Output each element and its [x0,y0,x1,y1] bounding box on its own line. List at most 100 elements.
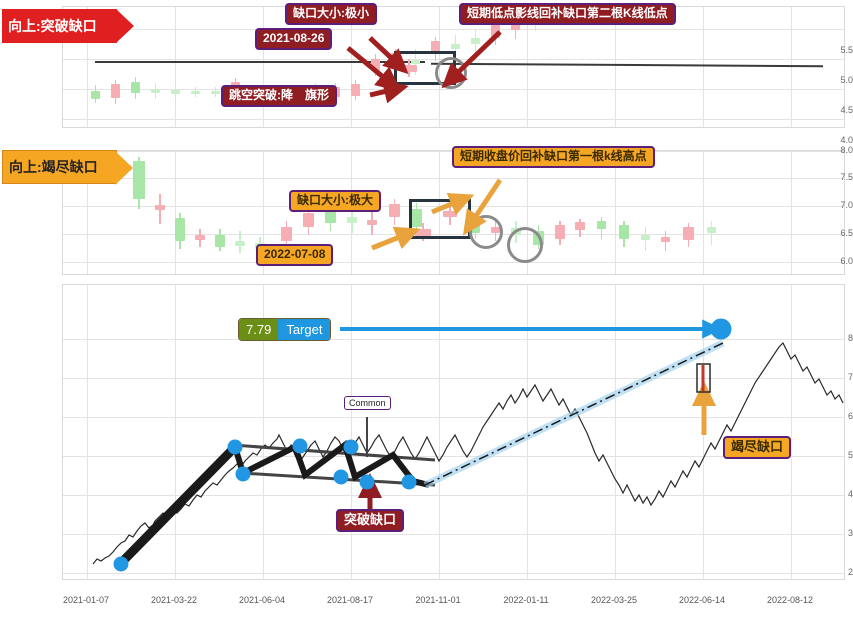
gridline [63,234,844,235]
gridline [87,7,88,127]
candle [195,151,205,276]
gridline [175,285,176,579]
candle [111,7,120,129]
gridline [87,151,88,274]
candle [155,151,165,276]
callout-gap-date: 2021-08-26 [255,28,333,50]
candle [531,7,540,129]
gridline [63,495,844,496]
candle [325,151,336,276]
y-tick: 6 [847,411,853,421]
banner-exhaustion-gap: 向上:竭尽缺口 [2,150,133,185]
candle [491,151,500,276]
gridline [791,285,792,579]
candle [431,7,440,129]
top-gap-panel: 5.5 5.0 4.5 4.0 向上:突破缺口 缺口大小:极小 2021-08-… [0,0,853,145]
x-tick: 2021-06-04 [238,595,286,605]
gridline [703,285,704,579]
candle [133,151,145,276]
target-node[interactable] [710,318,732,340]
gridline [527,285,528,579]
y-tick: 5.5 [840,45,853,55]
main-price-panel: 8 7 6 5 4 3 2 7.79 Target Common 突破缺口 竭尽… [0,282,853,618]
gridline [527,151,528,274]
candle [619,151,629,276]
x-tick: 2022-01-11 [503,595,549,605]
gap-highlight-box [409,199,471,239]
gridline [263,151,264,274]
gridline [791,151,792,274]
pattern-node[interactable] [333,469,349,485]
gridline [63,339,844,340]
candle [411,151,422,276]
mid-plot-area [62,150,845,275]
candle [707,151,716,276]
candle [215,151,225,276]
candle [371,7,380,129]
gap-candle [401,7,417,129]
banner-arrow-icon [115,151,133,185]
candle [303,151,314,276]
candle [235,151,245,276]
candle [351,7,360,129]
resistance-line-right [430,62,824,67]
candle [281,151,292,276]
callout-gap-size: 缺口大小:极小 [285,3,377,25]
x-tick: 2021-03-22 [150,595,198,605]
target-price-chip[interactable]: 7.79 Target [238,318,332,341]
x-tick: 2021-01-07 [62,595,110,605]
pattern-node[interactable] [401,474,417,490]
gridline [63,29,844,30]
gridline [63,119,844,120]
candle [571,7,580,129]
pattern-node[interactable] [227,439,243,455]
candle [661,151,670,276]
banner-label: 向上:突破缺口 [8,18,97,34]
gridline [175,151,176,274]
candle [175,151,185,276]
candle [591,7,600,129]
y-tick: 3 [847,528,853,538]
y-tick: 4 [847,489,853,499]
x-tick: 2022-03-25 [590,595,638,605]
projection-line [423,339,725,489]
y-tick: 5 [847,450,853,460]
y-tick: 4.0 [840,135,853,145]
gridline [63,573,844,574]
y-tick: 2 [847,567,853,577]
resistance-line [95,61,425,63]
candle [347,151,357,276]
candle [597,151,606,276]
pattern-node[interactable] [235,466,251,482]
candle [171,7,180,129]
candle [311,7,320,129]
banner-label: 向上:竭尽缺口 [9,159,98,175]
pattern-node[interactable] [292,438,308,454]
candle [211,7,220,129]
pattern-type-chip[interactable]: Common [344,396,391,410]
x-tick: 2021-08-17 [326,595,374,605]
gap-fill-circle [469,215,503,249]
pattern-node[interactable] [113,556,129,572]
y-tick: 7 [847,372,853,382]
gridline [263,7,264,127]
callout-gap-date: 2022-07-08 [256,244,334,266]
callout-exhaustion-gap: 竭尽缺口 [723,436,792,459]
candle [411,7,420,129]
callout-breakout-type: 跳空突破:降 旗形 [221,85,337,107]
candle [389,151,400,276]
candle [471,151,480,276]
pattern-node[interactable] [359,474,375,490]
pattern-bracket [361,417,373,457]
gap-candle [415,151,431,276]
gridline [615,7,616,127]
candle [551,7,560,129]
gap-fill-circle [435,57,467,89]
x-tick: 2022-06-14 [678,595,726,605]
candle [471,7,480,129]
gridline [791,7,792,127]
y-tick: 6.5 [840,228,853,238]
gridline [703,151,704,274]
middle-gap-panel: 8.0 7.5 7.0 6.5 6.0 向上:竭尽缺口 缺口大小:极大 2022… [0,140,853,282]
pattern-node[interactable] [343,439,359,455]
